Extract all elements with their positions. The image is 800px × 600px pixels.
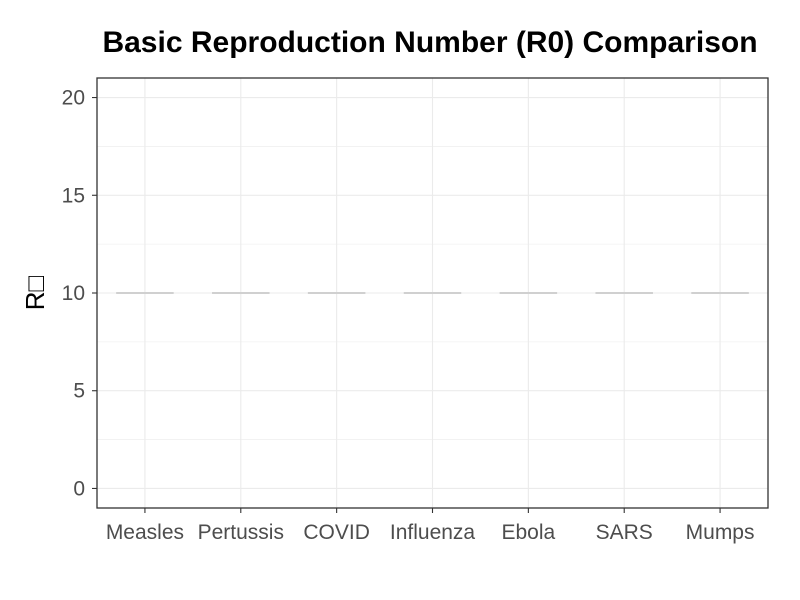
x-tick-label: Measles — [106, 521, 184, 544]
x-tick-label: Mumps — [686, 521, 755, 544]
x-tick-label: SARS — [596, 521, 653, 544]
x-tick-label: Ebola — [501, 521, 555, 544]
y-axis-title: R□ — [20, 275, 50, 310]
y-tick-label: 5 — [73, 380, 85, 403]
y-axis: 0 5 10 15 20 — [62, 87, 97, 500]
y-tick-label: 20 — [62, 87, 85, 110]
x-tick-label: COVID — [303, 521, 370, 544]
x-tick-label: Pertussis — [198, 521, 284, 544]
chart-title: Basic Reproduction Number (R0) Compariso… — [102, 26, 758, 59]
y-tick-label: 15 — [62, 184, 85, 207]
x-tick-label: Influenza — [390, 521, 476, 544]
x-axis: Measles Pertussis COVID Influenza Ebola SARS M… — [106, 508, 755, 544]
y-tick-label: 10 — [62, 282, 85, 305]
y-tick-label: 0 — [73, 477, 85, 500]
